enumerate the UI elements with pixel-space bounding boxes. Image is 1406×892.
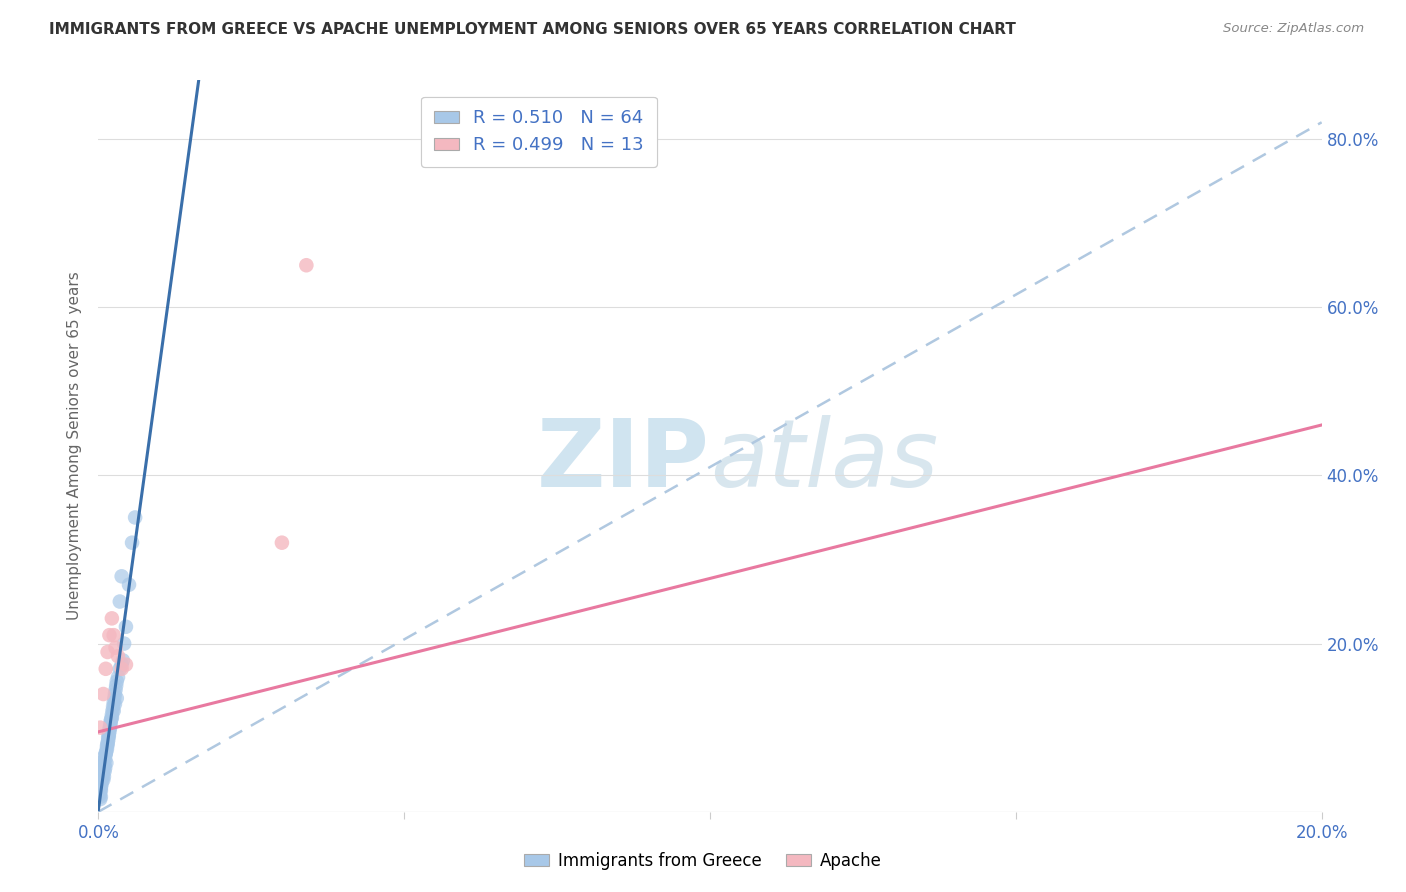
Point [93,769,115,783]
Point [111,657,134,672]
Point [104,687,127,701]
Point [104,640,127,655]
Point [91,772,114,787]
Text: atlas: atlas [710,415,938,506]
Point [101,611,124,625]
Point [91,763,114,777]
Point [105,691,128,706]
Point [101,699,124,714]
Point [104,682,127,697]
Point [104,697,127,711]
Point [96,741,118,756]
Point [103,691,125,706]
Point [89,721,111,735]
Point [96,756,118,770]
Point [94,761,117,775]
Text: ZIP: ZIP [537,415,710,507]
Point [97,733,120,747]
Point [100,716,122,731]
Point [118,578,141,592]
Point [107,670,129,684]
Point [112,636,135,650]
Point [97,645,120,659]
Point [90,783,112,797]
Point [89,788,111,802]
Point [98,628,121,642]
Point [93,758,115,772]
Point [90,781,112,796]
Point [90,789,112,804]
Text: Source: ZipAtlas.com: Source: ZipAtlas.com [1223,22,1364,36]
Point [94,746,117,760]
Point [94,753,117,767]
Point [98,719,121,733]
Y-axis label: Unemployment Among Seniors over 65 years: Unemployment Among Seniors over 65 years [67,272,83,620]
Point [101,704,124,718]
Point [96,739,118,753]
Point [91,687,114,701]
Legend: R = 0.510   N = 64, R = 0.499   N = 13: R = 0.510 N = 64, R = 0.499 N = 13 [420,96,657,167]
Legend: Immigrants from Greece, Apache: Immigrants from Greece, Apache [517,846,889,877]
Point [124,510,146,524]
Point [89,780,111,794]
Point [91,771,114,785]
Point [90,775,112,789]
Point [90,778,112,792]
Point [89,792,111,806]
Point [107,649,129,664]
Point [103,704,125,718]
Point [97,738,120,752]
Point [93,764,115,779]
Point [97,736,120,750]
Point [100,714,122,728]
Point [101,708,124,723]
Point [108,594,131,608]
Point [115,620,138,634]
Point [115,657,138,672]
Point [111,653,134,667]
Point [295,258,318,272]
Point [121,535,143,549]
Point [98,724,121,739]
Point [89,786,111,800]
Point [108,662,131,676]
Point [103,695,125,709]
Point [101,710,124,724]
Point [98,723,121,737]
Point [91,767,114,781]
Point [103,628,125,642]
Point [94,747,117,762]
Point [94,662,117,676]
Point [97,731,120,745]
Point [97,727,120,741]
Point [111,569,134,583]
Point [98,721,121,735]
Point [100,712,122,726]
Point [91,758,114,772]
Point [96,744,118,758]
Point [93,750,115,764]
Point [105,679,128,693]
Point [111,662,134,676]
Point [270,535,292,549]
Point [105,674,128,689]
Point [91,754,114,768]
Text: IMMIGRANTS FROM GREECE VS APACHE UNEMPLOYMENT AMONG SENIORS OVER 65 YEARS CORREL: IMMIGRANTS FROM GREECE VS APACHE UNEMPLO… [49,22,1017,37]
Point [97,729,120,743]
